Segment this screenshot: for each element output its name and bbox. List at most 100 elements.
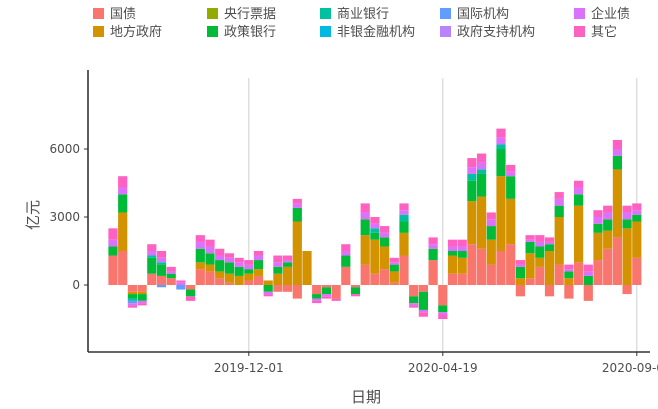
bar-segment: [224, 273, 234, 283]
bar-segment: [438, 305, 448, 313]
bar-segment: [632, 210, 642, 215]
bar-segment: [370, 223, 380, 229]
bar-segment: [612, 155, 622, 170]
bar-segment: [554, 198, 564, 206]
bar-segment: [370, 273, 380, 285]
legend-label: 其它: [591, 24, 617, 40]
bar-segment: [467, 158, 477, 168]
bar-segment: [292, 285, 302, 299]
bar-segment: [506, 198, 516, 245]
bar-segment: [622, 228, 632, 285]
bar-segment: [535, 246, 545, 258]
bar-segment: [380, 232, 390, 238]
legend-label: 国际机构: [457, 7, 509, 22]
bar-segment: [118, 176, 128, 188]
bar-segment: [525, 235, 535, 240]
bar-segment: [486, 212, 496, 220]
bar-segment: [350, 287, 361, 295]
bars: [108, 128, 642, 319]
bar-segment: [612, 169, 622, 238]
bar-segment: [447, 273, 458, 285]
bar-segment: [399, 214, 409, 222]
bar-segment: [137, 291, 147, 295]
bar-segment: [244, 280, 254, 285]
bar-segment: [564, 264, 574, 270]
y-axis-label: 亿元: [24, 200, 42, 230]
legend-swatch: [320, 26, 331, 37]
bar-segment: [118, 194, 128, 213]
bar-segment: [292, 207, 302, 222]
y-tick-label: 3000: [49, 210, 80, 224]
bar-segment: [496, 176, 506, 251]
bar-segment: [186, 285, 196, 290]
bar-segment: [312, 285, 322, 295]
x-axis-label: 日期: [351, 388, 381, 406]
bar-segment: [564, 285, 574, 299]
bar-segment: [283, 285, 293, 292]
bar-segment: [137, 303, 147, 306]
bar-segment: [409, 285, 419, 297]
bar-segment: [603, 230, 613, 249]
bar-segment: [244, 269, 254, 274]
bar-segment: [612, 237, 622, 285]
bar-segment: [409, 305, 419, 308]
bar-segment: [564, 271, 574, 279]
bar-segment: [360, 203, 370, 213]
bar-segment: [224, 262, 234, 274]
bar-segment: [156, 275, 167, 285]
bar-segment: [574, 187, 584, 195]
bar-segment: [205, 239, 215, 247]
bar-segment: [166, 273, 176, 279]
bar-segment: [166, 278, 176, 285]
bar-segment: [574, 194, 584, 206]
bar-segment: [176, 282, 186, 285]
bar-segment: [147, 244, 157, 251]
bar-segment: [263, 280, 273, 285]
bar-segment: [292, 203, 302, 208]
bar-segment: [477, 248, 487, 285]
bar-segment: [506, 244, 516, 285]
bar-segment: [186, 296, 196, 301]
bar-segment: [477, 173, 487, 197]
bar-segment: [321, 294, 331, 297]
legend-swatch: [574, 26, 585, 37]
bar-segment: [583, 271, 593, 276]
bar-segment: [283, 262, 293, 267]
bar-segment: [467, 244, 477, 285]
bar-segment: [215, 260, 225, 272]
bar-segment: [632, 221, 642, 258]
bar-segment: [263, 285, 273, 292]
legend-label: 地方政府: [110, 24, 162, 40]
bar-segment: [380, 226, 390, 233]
bar-segment: [428, 237, 438, 245]
bar-segment: [118, 187, 128, 195]
bar-segment: [380, 237, 390, 247]
legend-label: 央行票据: [224, 7, 276, 22]
bar-segment: [186, 289, 196, 297]
bar-segment: [515, 285, 525, 297]
bar-segment: [477, 162, 487, 170]
bar-segment: [118, 251, 128, 285]
bar-segment: [341, 266, 351, 285]
bar-segment: [496, 128, 506, 138]
bar-segment: [360, 264, 370, 285]
bar-segment: [515, 264, 525, 267]
bar-segment: [467, 180, 477, 202]
bar-segment: [418, 285, 428, 292]
bar-segment: [535, 241, 545, 247]
bar-segment: [341, 244, 351, 251]
bar-segment: [535, 257, 545, 267]
bar-segment: [156, 262, 167, 265]
bar-segment: [515, 278, 525, 285]
bar-segment: [195, 241, 205, 249]
bar-segment: [447, 251, 458, 256]
bar-segment: [215, 255, 225, 261]
bar-segment: [603, 219, 613, 231]
bar-segment: [127, 291, 137, 295]
bar-segment: [370, 239, 380, 274]
bar-segment: [360, 212, 370, 220]
bar-segment: [603, 212, 613, 220]
bar-segment: [253, 260, 264, 270]
